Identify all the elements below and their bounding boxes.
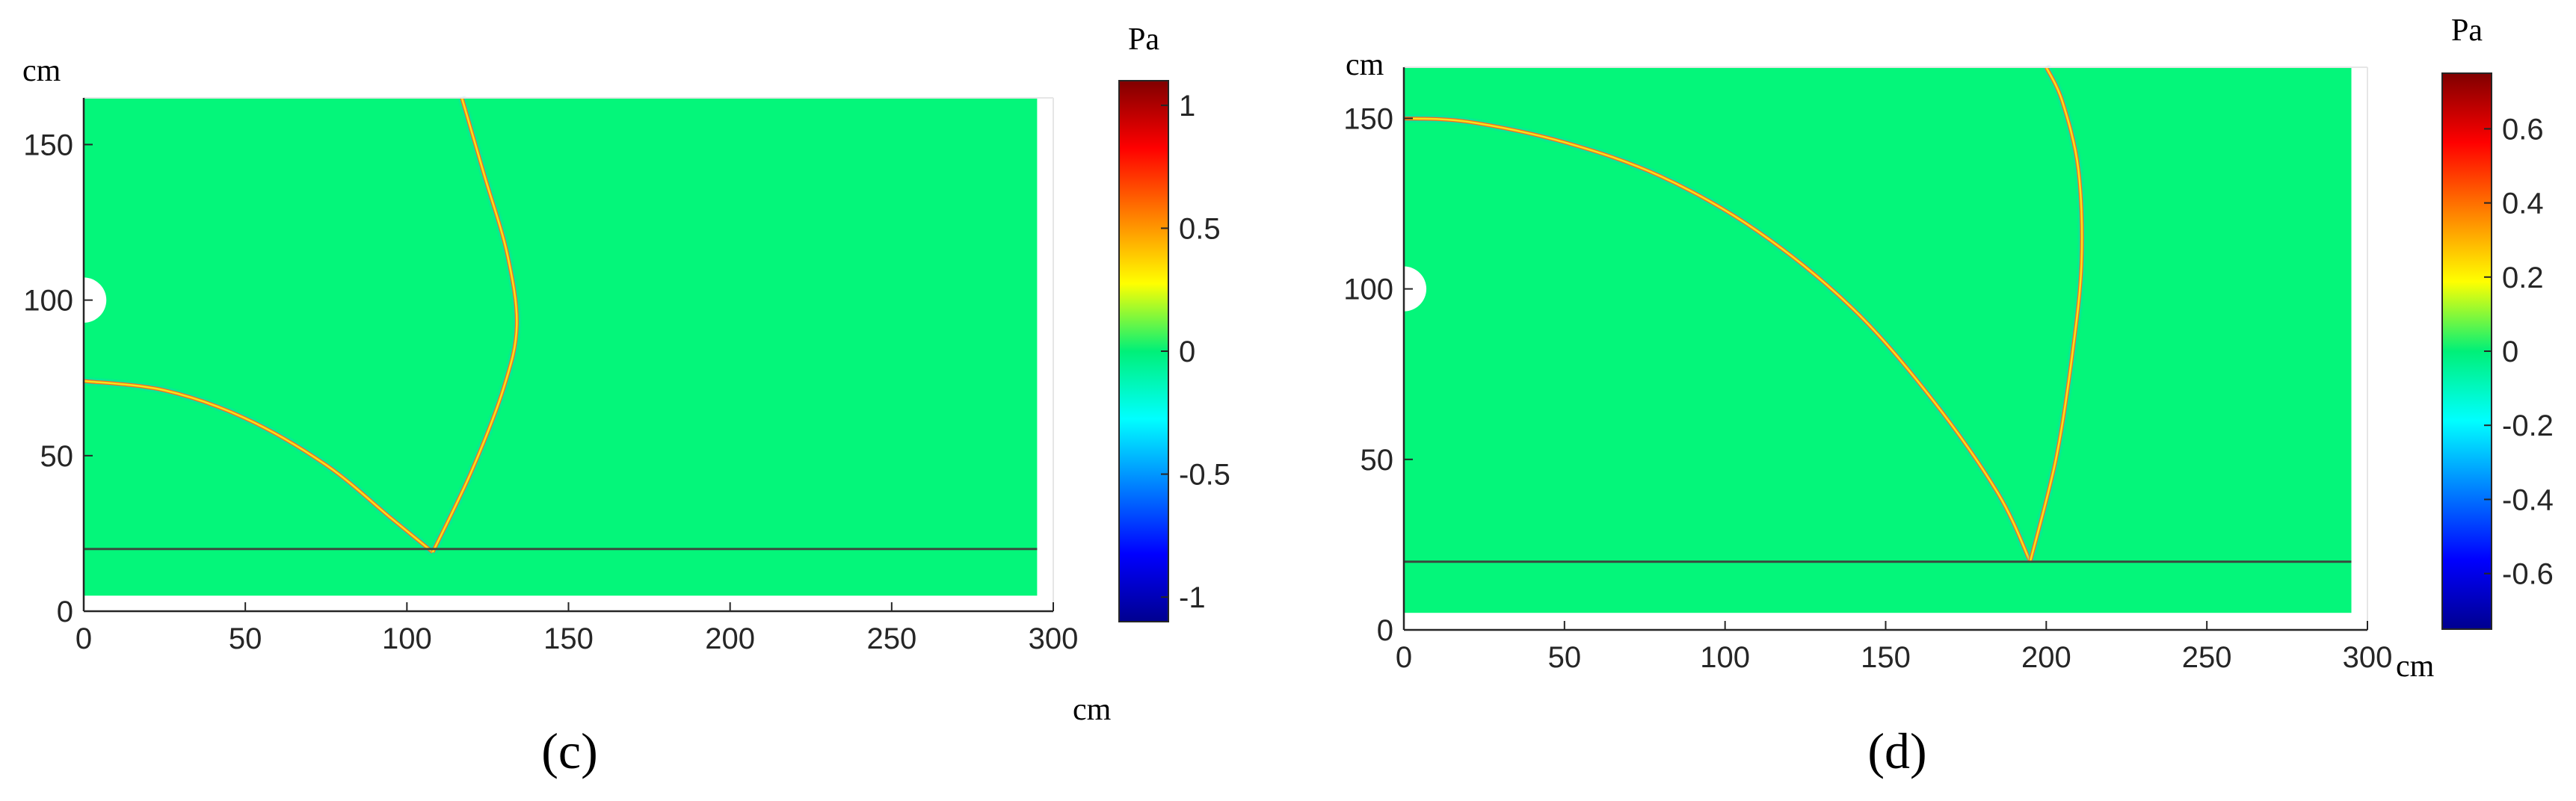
d-reflected-wave [2029,67,2083,563]
c-cbar-tick-label: 0 [1179,335,1195,368]
d-ytick-label: 0 [1377,614,1393,647]
d-xtick-label: 0 [1396,641,1412,674]
panel-d-field [1404,67,2352,613]
d-cbar-tick-label: 0.4 [2502,188,2544,220]
panel-d-source-hole [1404,266,1427,312]
c-xtick-label: 0 [76,622,92,655]
panel-c-field [84,98,1038,596]
d-cbar-tick-label: 0 [2502,335,2518,368]
c-xtick-label: 50 [229,622,262,655]
c-xtick-label: 250 [866,622,916,655]
c-reflected-wave [431,97,518,553]
panel-d-yticks: 0 50 100 150 [1343,102,1413,647]
d-xtick-label: 100 [1700,641,1750,674]
panel-c-y-unit: cm [22,54,61,88]
d-xtick-label: 250 [2182,641,2232,674]
c-xtick-label: 100 [382,622,432,655]
d-ytick-label: 150 [1343,102,1393,135]
c-cbar-tick-label: -1 [1179,581,1206,614]
panel-d-wavefronts [1403,65,2086,563]
c-cbar-tick-label: -0.5 [1179,459,1230,492]
c-xtick-label: 300 [1029,622,1079,655]
panel-c-yticks: 0 50 100 150 [23,129,93,628]
c-xtick-label: 150 [543,622,594,655]
panel-c-wavefronts [83,96,520,555]
d-ytick-label: 50 [1361,444,1394,477]
d-xtick-label: 200 [2021,641,2071,674]
d-ytick-label: 100 [1343,273,1393,306]
d-cbar-tick-label: -0.2 [2502,409,2554,442]
c-ytick-label: 0 [57,596,73,628]
d-xtick-label: 150 [1861,641,1911,674]
panel-c-colorbar-bar [1118,80,1169,622]
panel-d-label: (d) [1867,723,1926,779]
d-cbar-tick-label: -0.6 [2502,558,2554,591]
panel-d-colorbar: 0.6 0.4 0.2 0 -0.2 -0.4 -0.6 Pa [2441,13,2554,630]
panel-d-y-unit: cm [1346,48,1384,82]
d-xtick-label: 50 [1548,641,1582,674]
panel-d-colorbar-ticks: 0.6 0.4 0.2 0 -0.2 -0.4 -0.6 [2484,113,2554,591]
c-direct-wave [83,380,434,553]
panel-c: 0 50 100 150 200 250 300 0 50 100 150 cm cm 1 0.5 0… [22,22,1230,779]
c-cbar-tick-label: 1 [1179,90,1195,123]
d-direct-wave [1403,117,2031,563]
d-xtick-label: 300 [2343,641,2393,674]
c-xtick-label: 200 [705,622,755,655]
c-ytick-label: 50 [40,440,74,473]
panel-c-label: (c) [541,723,597,779]
panel-d-xticks: 0 50 100 150 200 250 300 [1396,621,2393,674]
c-ytick-label: 100 [23,285,73,318]
d-cbar-tick-label: 0.2 [2502,262,2544,294]
panel-c-source-hole [84,277,107,323]
c-cbar-tick-label: 0.5 [1179,212,1221,245]
c-ytick-label: 150 [23,129,73,161]
d-cbar-tick-label: -0.4 [2502,483,2554,516]
panel-c-colorbar-unit: Pa [1128,22,1159,57]
panel-d-colorbar-unit: Pa [2451,13,2483,48]
panel-d-x-unit: cm [2396,649,2435,684]
panel-c-x-unit: cm [1073,693,1112,727]
panel-c-xticks: 0 50 100 150 200 250 300 [76,602,1079,655]
d-cbar-tick-label: 0.6 [2502,113,2544,146]
panel-c-colorbar: 1 0.5 0 -0.5 -1 Pa [1118,22,1230,622]
panel-c-colorbar-ticks: 1 0.5 0 -0.5 -1 [1161,90,1230,614]
